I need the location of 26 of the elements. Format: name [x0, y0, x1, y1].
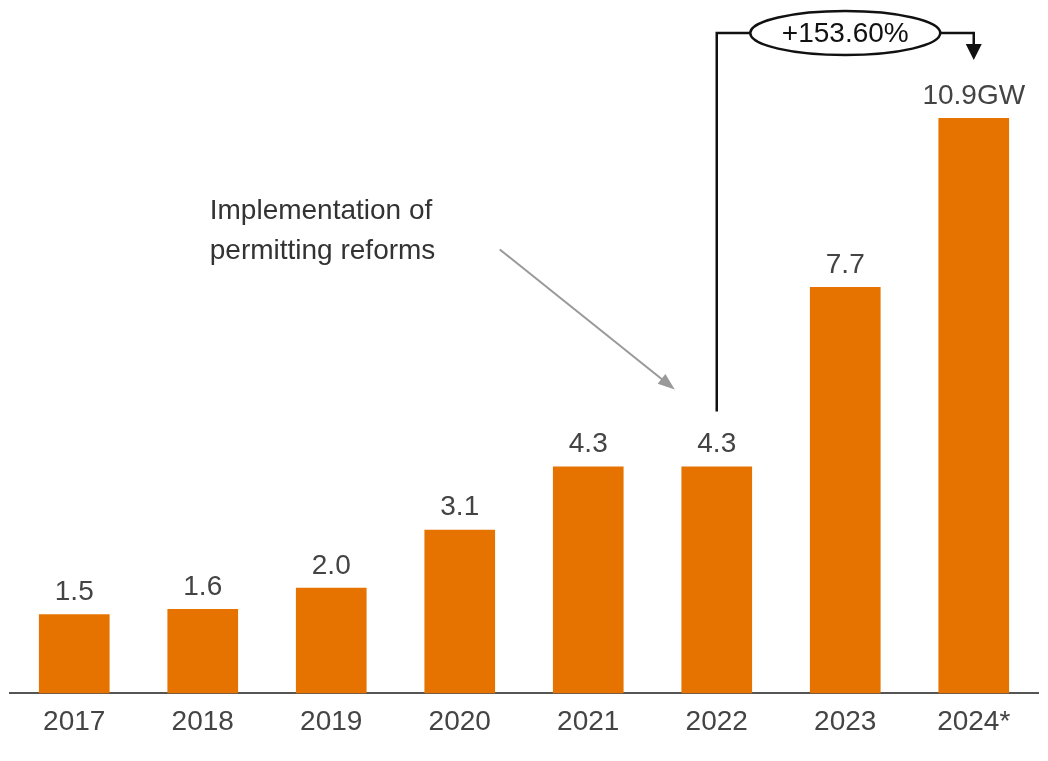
- x-tick-label: 2020: [428, 704, 491, 736]
- x-tick-label: 2021: [557, 704, 620, 736]
- bar: [809, 286, 881, 694]
- data-label: 4.3: [697, 427, 737, 459]
- data-label: 3.1: [440, 490, 480, 522]
- x-tick-label: 2017: [43, 704, 106, 736]
- bar: [38, 614, 110, 694]
- bar: [681, 466, 753, 694]
- annotation: Implementation of permitting reforms: [209, 194, 436, 266]
- x-tick-label: 2019: [300, 704, 363, 736]
- bar: [938, 118, 1010, 694]
- bar: [167, 608, 239, 694]
- bar: [295, 587, 367, 694]
- x-tick-label: 2024*: [937, 704, 1011, 736]
- x-tick-label: 2022: [685, 704, 748, 736]
- data-label: 7.7: [825, 247, 865, 279]
- data-label: 4.3: [568, 427, 608, 459]
- x-tick-label: 2018: [171, 704, 234, 736]
- x-tick-label: 2023: [814, 704, 877, 736]
- data-label: 10.9GW: [922, 78, 1026, 110]
- data-label: 2.0: [311, 548, 351, 580]
- text: +153.60%: [781, 16, 909, 48]
- bar: [552, 466, 624, 694]
- bar: [424, 529, 496, 694]
- data-label: 1.5: [54, 574, 94, 606]
- data-label: 1.6: [183, 569, 223, 601]
